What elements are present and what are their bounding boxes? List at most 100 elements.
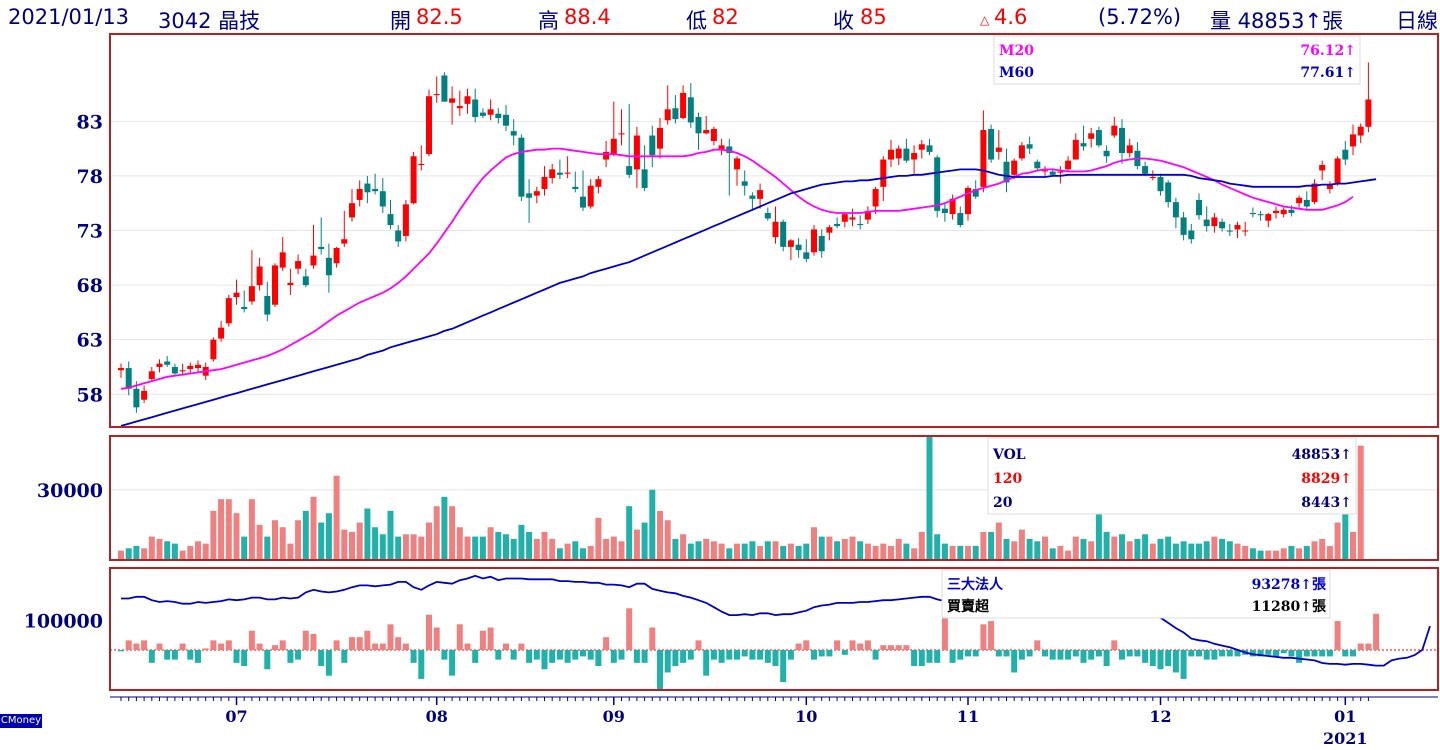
volume-bar [179,550,186,560]
volume-bar [626,506,633,560]
candle-body [787,240,794,247]
volume-bar [549,538,556,560]
candle-body [1273,210,1279,214]
net-buy-sell-bar [272,645,278,650]
institutional-axis-tick-label: 100000 [24,610,103,632]
candle-body [772,221,779,238]
volume-bar [864,543,871,560]
net-buy-sell-bar [387,624,394,650]
volume-bar [780,545,787,560]
candle-body [487,109,494,115]
volume-bar [556,548,563,560]
volume-bar [279,527,286,560]
volume-bar [218,499,225,560]
candle-body [995,147,1002,152]
candle-body [849,217,856,220]
candle-body [1026,144,1033,149]
net-buy-sell-bar [1134,650,1141,657]
net-buy-sell-bar [757,650,764,660]
volume-bar [941,543,948,560]
volume-bar [541,531,548,560]
volume-bar [695,541,702,560]
volume-bar [1342,513,1349,560]
net-buy-sell-bar [857,643,864,650]
volume-bar [1273,550,1279,560]
candle-body [1065,160,1072,170]
candle-body [603,151,610,160]
candle-body [225,298,232,324]
candle-body [1365,99,1372,127]
net-buy-sell-bar [564,650,571,663]
candle-body [495,113,502,119]
open-label: 開 [390,9,411,33]
candle-body [572,186,579,190]
candle-body [657,127,663,149]
candle-body [410,156,417,204]
volume-bar [325,513,332,560]
volume-bar [333,475,340,560]
x-axis-month-label: 07 [225,707,247,726]
net-buy-sell-bar [256,643,263,650]
volume-bar [1196,543,1202,560]
candle-body [741,181,748,186]
net-buy-sell-bar [1049,650,1056,660]
net-buy-sell-bar [1026,650,1033,657]
volume-bar [857,541,864,560]
volume-bar [1088,541,1095,560]
volume-bar [1203,541,1210,560]
net-buy-sell-bar [918,650,925,667]
candle-body [618,133,625,135]
candle-body [148,371,155,379]
volume-bar [195,541,201,560]
volume-bar [1057,545,1064,560]
candle-body [926,145,933,152]
volume-bar [526,531,533,560]
net-buy-sell-bar [148,650,155,663]
volume-bar [1026,538,1033,560]
volume-bar [141,548,148,560]
legend-series-value: 8443↑ [1301,495,1352,511]
candle-body [911,152,918,160]
candle-body [1203,219,1210,227]
candle-body [556,172,563,175]
volume-bar [272,520,278,560]
volume-bar [118,550,124,560]
volume-bar [1172,543,1179,560]
net-buy-sell-bar [248,630,255,650]
volume-bar [503,534,509,560]
volume-bar [1357,445,1364,560]
candle-body [1180,217,1187,235]
net-buy-sell-bar [957,650,964,660]
volume-bar [1072,536,1079,560]
volume-bar [949,545,956,560]
candle-body [718,145,725,150]
volume-bar [1165,536,1172,560]
volume-bar [988,531,995,560]
net-buy-sell-bar [202,648,209,650]
net-buy-sell-bar [118,650,124,652]
legend-series-name: M60 [999,65,1034,81]
volume-bar [1095,513,1102,560]
volume-bar [587,545,594,560]
net-buy-sell-bar [1065,650,1072,660]
net-buy-sell-bar [795,643,802,650]
net-buy-sell-bar [911,650,918,667]
legend-series-value: 48853↑ [1292,447,1352,463]
candle-body [125,368,132,389]
net-buy-sell-bar [618,650,625,660]
candle-body [734,158,740,170]
net-buy-sell-bar [364,630,371,650]
volume-bar [764,541,771,560]
quote-header: 2021/01/13 3042 晶技 開 82.5 高 88.4 低 82 收 … [0,0,1440,34]
net-buy-sell-bar [441,650,448,660]
net-buy-sell-bar [1234,650,1241,657]
x-axis-month-label: 08 [426,707,448,726]
volume-bar [1350,531,1356,560]
candle-body [1280,209,1287,215]
candle-body [518,137,525,197]
volume-bar [1011,541,1018,560]
candle-body [664,109,671,121]
net-buy-sell-bar [426,614,432,650]
change-value: 4.6 [994,5,1028,29]
